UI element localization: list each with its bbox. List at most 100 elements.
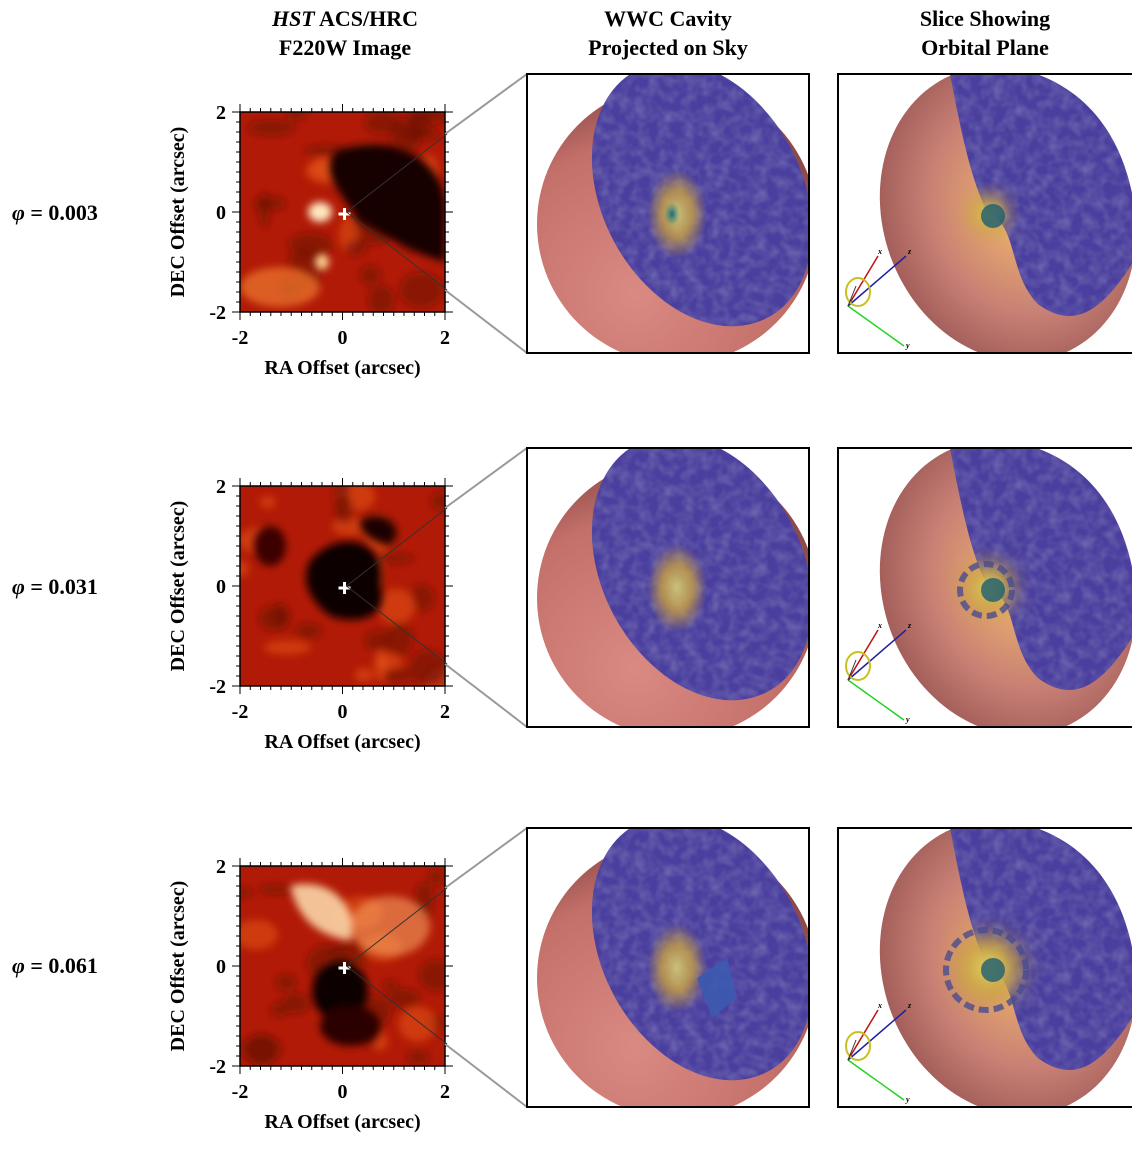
header-hst-italic: HST [271, 6, 315, 31]
hst-image: -2 0 2 2 0 -2 RA Offset (arcsec) DEC Offset (ar… [167, 856, 453, 1133]
slice-core [962, 188, 1014, 240]
image-blob [382, 979, 399, 992]
image-blob [407, 1049, 430, 1066]
zoom-line-top-gray [444, 73, 528, 135]
image-blob [259, 495, 276, 509]
teal-core [981, 958, 1005, 982]
header-hst-image: HST ACS/HRC F220W Image [210, 4, 480, 62]
triad-x-axis [847, 629, 879, 681]
x-tick-label: 0 [338, 327, 348, 349]
cavity-surface [591, 74, 809, 327]
x-tick-label: 2 [440, 327, 450, 349]
teal-core [981, 578, 1005, 602]
slice-core [954, 554, 1022, 622]
figure-row-2: -2 0 2 2 0 -2 RA Offset (arcsec) DEC Offset (ar… [167, 447, 1132, 753]
hst-image: -2 0 2 2 0 -2 RA Offset (arcsec) DEC Offset (ar… [167, 476, 453, 753]
phase-symbol: φ [12, 200, 25, 225]
axis-triad-icon: x z y [845, 247, 912, 350]
y-axis-label: DEC Offset (arcsec) [167, 501, 189, 672]
slice-cavity-texture [949, 828, 1132, 1070]
image-blob [406, 112, 445, 124]
triad-label-z: z [907, 247, 912, 256]
panel-frame [526, 73, 810, 354]
cavity-surface [591, 448, 809, 701]
axis-triad-icon: x z y [845, 1001, 912, 1104]
zoom-line-bottom [346, 965, 448, 1045]
wwc-cavity-panel [526, 447, 810, 728]
zoom-line-top [346, 507, 448, 587]
cavity-surface [591, 828, 809, 1081]
figure-row-1: -2 0 2 2 0 -2 RA Offset (arcsec) DEC Offset (ar… [167, 73, 1132, 379]
zoom-line-top [346, 133, 448, 213]
image-blob [281, 992, 310, 1014]
cavity-inner-glow [647, 543, 707, 633]
y-axis-label: DEC Offset (arcsec) [167, 881, 189, 1052]
image-blob [360, 265, 381, 286]
image-blob [399, 128, 441, 141]
image-blob [258, 884, 294, 895]
x-tick-label: -2 [232, 327, 249, 349]
spiral-ring [957, 561, 1015, 619]
bright-knot [308, 202, 332, 222]
wwc-cavity-panel [526, 827, 810, 1108]
image-blob [376, 654, 403, 671]
triad-z-axis [847, 629, 907, 681]
triad-z-axis [847, 255, 907, 307]
teal-core [664, 202, 680, 226]
phase-value: = 0.003 [24, 200, 98, 225]
image-blob [345, 239, 367, 256]
bright-region [290, 884, 352, 941]
slice-cavity-texture [949, 74, 1132, 316]
image-ticks [232, 858, 453, 1074]
image-blob [364, 630, 392, 652]
image-blob [270, 1003, 288, 1017]
image-blob [258, 192, 271, 228]
x-axis-label: RA Offset (arcsec) [264, 731, 420, 753]
panel-frame [526, 827, 810, 1108]
figure-row-3: -2 0 2 2 0 -2 RA Offset (arcsec) DEC Offset (ar… [167, 827, 1132, 1133]
image-blob [385, 621, 414, 656]
image-blob [258, 605, 290, 632]
panel-frame [837, 447, 1132, 728]
image-blob [275, 974, 297, 991]
phase-value: = 0.061 [24, 953, 98, 978]
zoom-line-top-gray [444, 447, 528, 509]
image-blob [295, 623, 323, 639]
image-blob [387, 988, 421, 1009]
phase-label-row1: φ = 0.003 [12, 200, 98, 226]
image-blob [428, 868, 444, 886]
triad-label-x: x [877, 1001, 882, 1010]
y-tick-label: 2 [216, 102, 226, 124]
triad-orbit-ring [845, 277, 871, 307]
image-dark-region [240, 144, 445, 307]
panel-frame [837, 827, 1132, 1108]
triad-label-y: y [905, 715, 910, 724]
triad-label-z: z [907, 1001, 912, 1010]
header-orbital-slice: Slice Showing Orbital Plane [838, 4, 1132, 62]
triad-x-axis [847, 255, 879, 307]
phase-value: = 0.031 [24, 574, 98, 599]
panel-frame [526, 447, 810, 728]
x-tick-label: 2 [440, 1081, 450, 1103]
zoom-line-bottom-gray [444, 1043, 528, 1108]
orbital-slice-panel: x z y [837, 447, 1132, 728]
orbital-slice-panel: x z y [837, 827, 1132, 1108]
y-tick-label: 2 [216, 856, 226, 878]
hst-image: -2 0 2 2 0 -2 RA Offset (arcsec) DEC Offset (ar… [167, 102, 453, 379]
header-hst-rest: ACS/HRC [314, 6, 419, 31]
zoom-line-bottom-gray [444, 289, 528, 354]
x-axis-label: RA Offset (arcsec) [264, 1111, 420, 1133]
triad-label-x: x [877, 247, 882, 256]
image-blob [430, 491, 445, 511]
phase-symbol: φ [12, 953, 25, 978]
x-axis-label: RA Offset (arcsec) [264, 357, 420, 379]
triad-z-axis [847, 1009, 907, 1061]
image-blob [285, 112, 307, 121]
x-tick-label: 0 [338, 1081, 348, 1103]
triad-y-axis [847, 1059, 905, 1101]
image-blob [409, 584, 435, 612]
y-tick-label: 0 [216, 202, 226, 224]
image-ticks [232, 104, 453, 320]
y-axis-label: DEC Offset (arcsec) [167, 127, 189, 298]
